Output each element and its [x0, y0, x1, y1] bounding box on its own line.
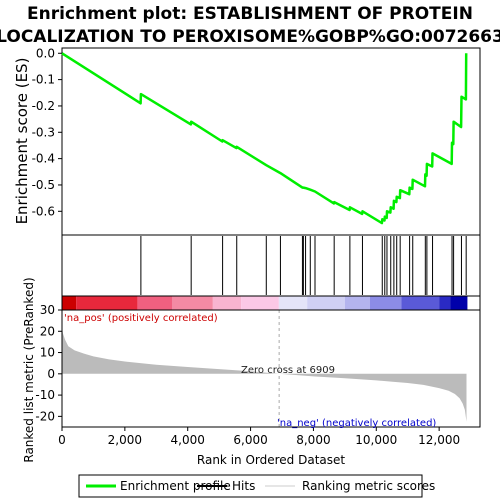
x-tick-label: 6,000: [233, 433, 267, 447]
chart-title-line1: Enrichment plot: ESTABLISHMENT OF PROTEI…: [27, 4, 473, 24]
x-tick-label: 0: [58, 433, 66, 447]
metric-y-axis-label: Ranked list metric (PreRanked): [22, 277, 36, 462]
color-bar-segment: [76, 296, 138, 310]
chart-title-line2: LOCALIZATION TO PEROXISOME%GOBP%GO:00726…: [0, 27, 500, 47]
es-panel: 0.0 -0.1 -0.2 -0.3 -0.4 -0.5 -0.6 Enrichment s…: [13, 46, 481, 236]
color-bar-segment: [307, 296, 345, 310]
negative-correlation-label: 'na_neg' (negatively correlated): [277, 418, 436, 429]
es-y-tick-label: 0.0: [36, 46, 55, 60]
es-y-axis-label: Enrichment score (ES): [13, 58, 31, 225]
es-y-ticks: 0.0 -0.1 -0.2 -0.3 -0.4 -0.5 -0.6: [32, 46, 62, 218]
es-y-tick-label: -0.4: [32, 152, 55, 166]
metric-panel-frame: [61, 309, 481, 428]
hits-panel-frame: [61, 234, 481, 297]
zero-cross-label: Zero cross at 6909: [241, 365, 335, 376]
x-tick-label: 8,000: [296, 433, 330, 447]
x-axis-label: Rank in Ordered Dataset: [197, 453, 345, 467]
x-tick-label: 12,000: [418, 433, 460, 447]
ranking-color-bar: [61, 295, 481, 311]
hits-panel: [61, 234, 481, 297]
legend-items: Enrichment profile Hits Ranking metric sco…: [86, 479, 435, 493]
x-tick-label: 4,000: [171, 433, 205, 447]
metric-y-tick-label: -20: [35, 409, 55, 423]
color-bar-segment: [62, 296, 77, 310]
metric-y-tick-label: 0: [47, 367, 55, 381]
x-tick-label: 2,000: [108, 433, 142, 447]
legend-label: Hits: [232, 479, 255, 493]
ranking-metric-area: [62, 327, 467, 422]
color-bar-segments: [62, 296, 468, 310]
legend-label: Ranking metric scores: [302, 479, 435, 493]
es-y-tick-label: -0.5: [32, 178, 55, 192]
metric-y-tick-label: 30: [40, 303, 55, 317]
color-bar-segment: [439, 296, 451, 310]
es-y-tick-label: -0.6: [32, 204, 55, 218]
es-y-tick-label: -0.1: [32, 73, 55, 87]
legend: Enrichment profile Hits Ranking metric sco…: [78, 474, 435, 498]
metric-y-tick-label: 20: [40, 324, 55, 338]
color-bar-segment: [241, 296, 279, 310]
es-y-tick-label: -0.3: [32, 125, 55, 139]
color-bar-segment: [344, 296, 370, 310]
metric-y-tick-label: 10: [40, 346, 55, 360]
enrichment-profile-line: [61, 52, 468, 225]
legend-frame: [78, 474, 423, 498]
metric-y-ticks: 30 20 10 0 -10 -20: [35, 303, 62, 423]
color-bar-segment: [278, 296, 308, 310]
metric-x-ticks: 0 2,000 4,000 6,000 8,000 10,000 12,000: [58, 427, 460, 447]
color-bar-segment: [450, 296, 468, 310]
x-tick-label: 10,000: [355, 433, 397, 447]
es-y-tick-label: -0.2: [32, 99, 55, 113]
color-bar-segment: [137, 296, 172, 310]
metric-panel: 30 20 10 0 -10 -20 0 2,000 4,000 6,000 8,000 10,00…: [22, 277, 481, 467]
color-bar-segment: [212, 296, 242, 310]
hit-lines: [140, 236, 467, 295]
color-bar-segment: [370, 296, 402, 310]
color-bar-segment: [401, 296, 440, 310]
metric-y-tick-label: -10: [35, 388, 55, 402]
es-panel-frame: [61, 47, 481, 236]
positive-correlation-label: 'na_pos' (positively correlated): [64, 313, 218, 324]
legend-label: Enrichment profile: [120, 479, 231, 493]
color-bar-segment: [172, 296, 213, 310]
